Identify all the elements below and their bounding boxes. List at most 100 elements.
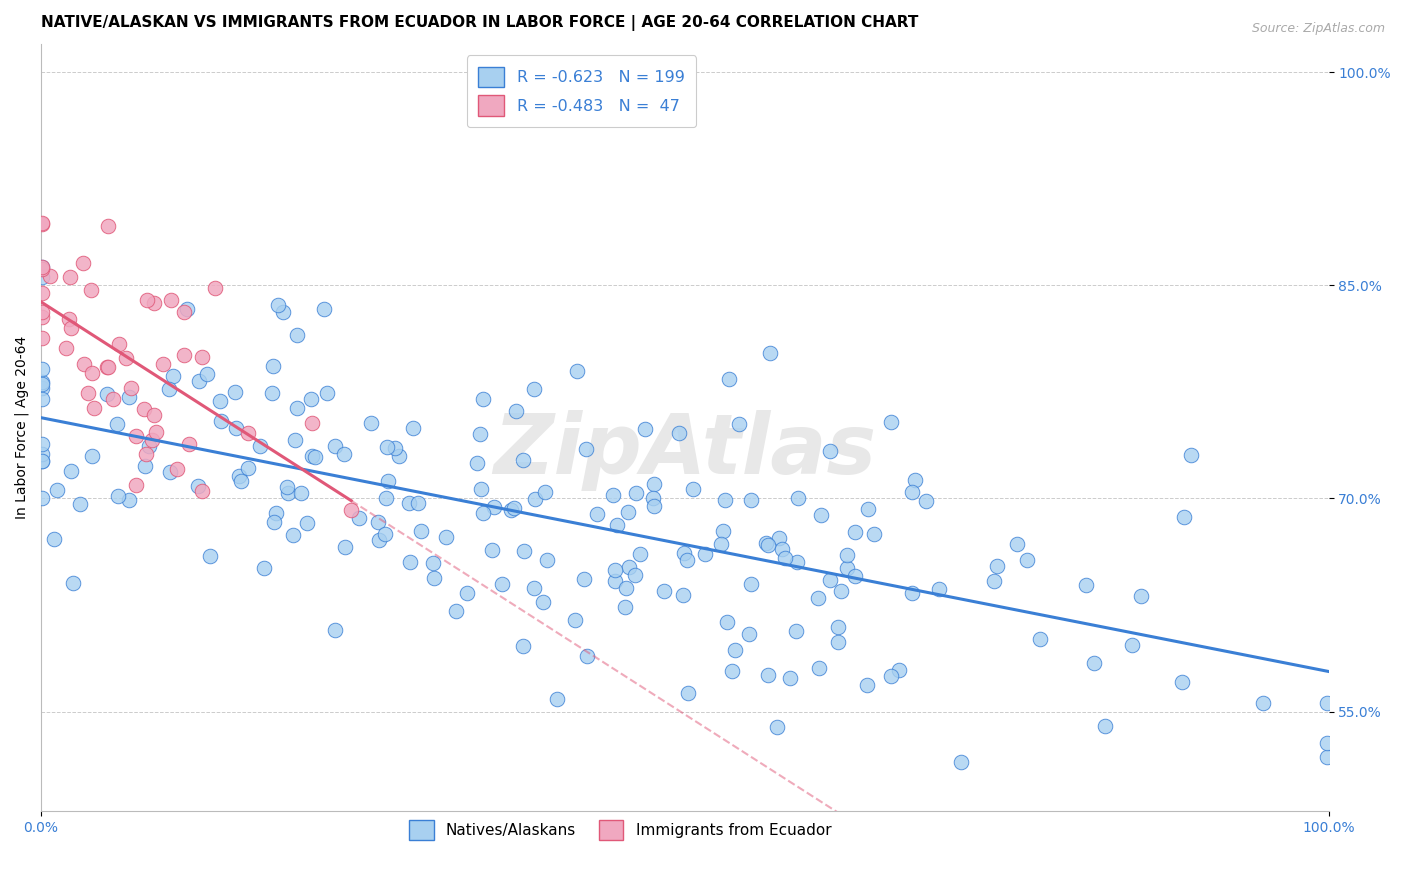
Point	[901, 484, 924, 499]
Point	[827, 619, 849, 633]
Point	[384, 441, 406, 455]
Point	[31, 304, 53, 318]
Point	[628, 547, 651, 561]
Point	[786, 555, 808, 569]
Point	[262, 359, 284, 373]
Point	[333, 446, 356, 460]
Point	[236, 461, 259, 475]
Point	[138, 439, 160, 453]
Point	[31, 217, 53, 231]
Point	[409, 524, 432, 538]
Point	[31, 286, 53, 301]
Point	[290, 486, 312, 500]
Point	[80, 366, 103, 380]
Point	[136, 293, 159, 308]
Point	[83, 401, 105, 415]
Point	[96, 219, 118, 233]
Point	[682, 482, 704, 496]
Point	[31, 392, 53, 406]
Point	[120, 381, 142, 395]
Point	[72, 256, 94, 270]
Point	[225, 421, 247, 435]
Point	[31, 454, 53, 468]
Point	[830, 584, 852, 599]
Point	[198, 549, 221, 563]
Point	[105, 417, 128, 431]
Point	[1316, 696, 1339, 710]
Point	[55, 342, 77, 356]
Point	[60, 321, 83, 335]
Point	[807, 661, 830, 675]
Point	[31, 260, 53, 274]
Point	[80, 449, 103, 463]
Point	[73, 357, 96, 371]
Point	[31, 260, 53, 275]
Point	[143, 296, 166, 310]
Point	[1029, 632, 1052, 646]
Point	[249, 439, 271, 453]
Point	[465, 456, 488, 470]
Point	[191, 350, 214, 364]
Point	[887, 663, 910, 677]
Point	[534, 484, 557, 499]
Point	[263, 515, 285, 529]
Point	[31, 436, 53, 450]
Point	[900, 585, 922, 599]
Point	[333, 540, 356, 554]
Point	[633, 422, 655, 436]
Point	[195, 367, 218, 381]
Point	[950, 755, 973, 769]
Point	[173, 348, 195, 362]
Point	[340, 503, 363, 517]
Point	[862, 527, 884, 541]
Point	[468, 426, 491, 441]
Point	[299, 392, 322, 406]
Point	[266, 506, 288, 520]
Point	[512, 639, 534, 653]
Point	[360, 417, 382, 431]
Point	[472, 392, 495, 406]
Point	[575, 442, 598, 456]
Point	[187, 479, 209, 493]
Point	[284, 433, 307, 447]
Point	[668, 426, 690, 441]
Point	[714, 493, 737, 508]
Point	[564, 613, 586, 627]
Point	[31, 454, 53, 468]
Point	[738, 627, 761, 641]
Point	[1251, 696, 1274, 710]
Point	[277, 486, 299, 500]
Point	[724, 642, 747, 657]
Point	[96, 387, 118, 401]
Point	[375, 440, 398, 454]
Point	[176, 301, 198, 316]
Point	[1094, 719, 1116, 733]
Point	[818, 573, 841, 587]
Point	[204, 281, 226, 295]
Point	[398, 555, 420, 569]
Point	[716, 615, 738, 630]
Point	[770, 541, 793, 556]
Point	[586, 507, 609, 521]
Point	[1005, 537, 1028, 551]
Text: Source: ZipAtlas.com: Source: ZipAtlas.com	[1251, 22, 1385, 36]
Point	[367, 515, 389, 529]
Point	[152, 357, 174, 371]
Point	[768, 531, 790, 545]
Point	[727, 417, 749, 431]
Point	[536, 552, 558, 566]
Point	[162, 368, 184, 383]
Point	[721, 664, 744, 678]
Point	[758, 667, 780, 681]
Point	[786, 491, 808, 505]
Point	[267, 298, 290, 312]
Point	[499, 503, 522, 517]
Point	[166, 461, 188, 475]
Point	[31, 491, 53, 506]
Point	[44, 532, 66, 546]
Point	[471, 506, 494, 520]
Point	[80, 283, 103, 297]
Point	[904, 473, 927, 487]
Point	[693, 547, 716, 561]
Point	[209, 414, 232, 428]
